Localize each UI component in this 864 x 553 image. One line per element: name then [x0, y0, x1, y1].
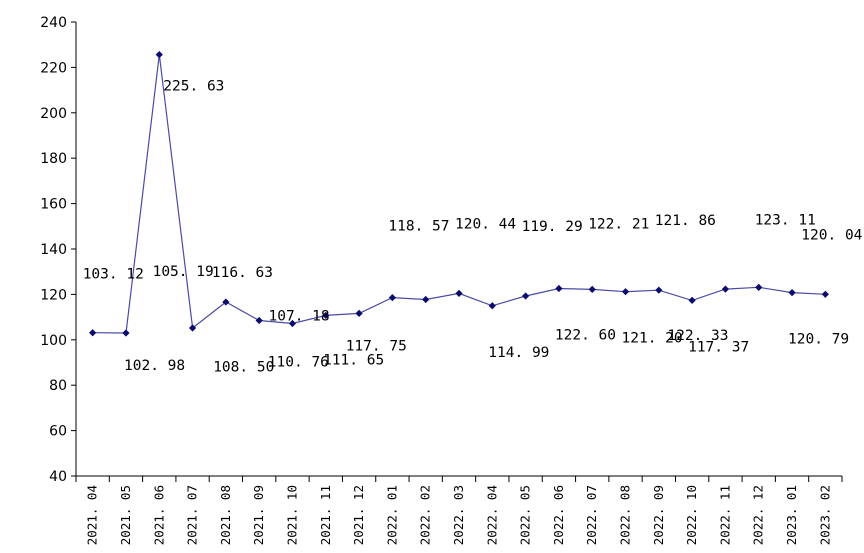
data-label: 111. 65 — [323, 352, 384, 368]
data-point — [155, 51, 163, 59]
x-tick-label: 2022. 06 — [551, 485, 566, 545]
data-point — [355, 309, 363, 317]
series-layer — [89, 51, 829, 337]
data-point — [588, 285, 596, 293]
y-tick-label: 80 — [49, 378, 67, 394]
data-label: 105. 19 — [153, 264, 214, 280]
data-label: 114. 99 — [488, 345, 549, 361]
data-label: 120. 44 — [455, 216, 516, 232]
data-point — [755, 283, 763, 291]
y-tick-label: 100 — [40, 333, 67, 349]
y-tick-label: 200 — [40, 106, 67, 122]
data-point — [488, 302, 496, 310]
x-tick-label: 2021. 10 — [284, 485, 299, 545]
x-tick-label: 2022. 08 — [618, 485, 633, 545]
x-tick-label: 2021. 06 — [151, 485, 166, 545]
x-tick-label: 2021. 11 — [318, 485, 333, 545]
x-tick-label: 2022. 03 — [451, 485, 466, 545]
data-label: 122. 60 — [555, 328, 616, 344]
data-label: 123. 11 — [755, 212, 816, 228]
data-point — [122, 329, 130, 337]
data-point — [255, 316, 263, 325]
x-tick-label: 2022. 10 — [684, 485, 699, 545]
data-point — [288, 319, 297, 328]
x-tick-label: 2022. 05 — [518, 485, 533, 545]
y-tick-label: 220 — [40, 60, 67, 76]
x-tick-label: 2022. 02 — [418, 485, 433, 545]
data-label: 117. 75 — [346, 339, 407, 355]
y-tick-label: 60 — [49, 424, 67, 440]
data-label: 119. 29 — [522, 219, 583, 235]
data-point — [89, 329, 97, 337]
data-label: 225. 63 — [163, 79, 224, 95]
data-point — [222, 298, 230, 306]
x-tick-label: 2021. 12 — [351, 485, 366, 545]
x-tick-label: 2022. 11 — [717, 485, 732, 545]
data-point — [422, 295, 430, 304]
x-tick-label: 2021. 04 — [85, 485, 100, 545]
data-label: 117. 37 — [688, 339, 749, 355]
data-label: 120. 04 — [801, 227, 862, 243]
data-label: 120. 79 — [788, 332, 849, 348]
x-tick-label: 2021. 07 — [185, 485, 200, 545]
y-tick-label: 180 — [40, 151, 67, 167]
data-point — [455, 289, 463, 298]
x-tick-label: 2022. 07 — [584, 485, 599, 545]
data-point — [688, 296, 696, 304]
x-tick-label: 2022. 04 — [484, 485, 499, 545]
y-tick-label: 120 — [40, 287, 67, 303]
x-tick-label: 2021. 05 — [118, 485, 133, 545]
data-point — [788, 289, 796, 297]
data-label: 121. 86 — [655, 213, 716, 229]
data-point — [721, 285, 730, 293]
data-point — [188, 324, 197, 332]
data-point — [555, 284, 563, 293]
x-tick-label: 2023. 02 — [817, 485, 832, 545]
x-tick-label: 2022. 12 — [751, 485, 766, 545]
data-point — [621, 288, 630, 296]
data-label: 103. 12 — [83, 267, 144, 283]
data-label: 107. 18 — [269, 309, 330, 325]
y-tick-label: 140 — [40, 242, 67, 258]
y-axis: 40 60 80 100 120 140 160 180 200 220 240 — [40, 15, 77, 485]
data-label: 116. 63 — [212, 265, 273, 281]
data-point — [388, 294, 396, 302]
data-point — [522, 292, 530, 300]
x-tick-label: 2022. 09 — [651, 485, 666, 545]
data-point — [322, 311, 330, 319]
data-point — [655, 286, 663, 294]
x-tick-label: 2023. 01 — [784, 485, 799, 545]
data-label: 122. 21 — [588, 216, 649, 232]
x-tick-label: 2021. 08 — [218, 485, 233, 545]
data-label: 122. 33 — [667, 328, 728, 344]
x-tick-label: 2022. 01 — [384, 485, 399, 545]
data-point — [821, 290, 829, 298]
y-tick-label: 40 — [49, 469, 67, 485]
data-label: 118. 57 — [388, 219, 449, 235]
data-label: 121. 20 — [622, 331, 683, 347]
y-tick-label: 160 — [40, 197, 67, 213]
y-tick-label: 240 — [40, 15, 67, 31]
x-axis: 2021. 04 2021. 05 2021. 06 2021. 07 2021. 08… — [75, 475, 843, 545]
data-label: 102. 98 — [124, 358, 185, 374]
x-tick-label: 2021. 09 — [251, 485, 266, 545]
data-label: 110. 76 — [268, 354, 329, 370]
data-label: 108. 50 — [213, 360, 274, 376]
